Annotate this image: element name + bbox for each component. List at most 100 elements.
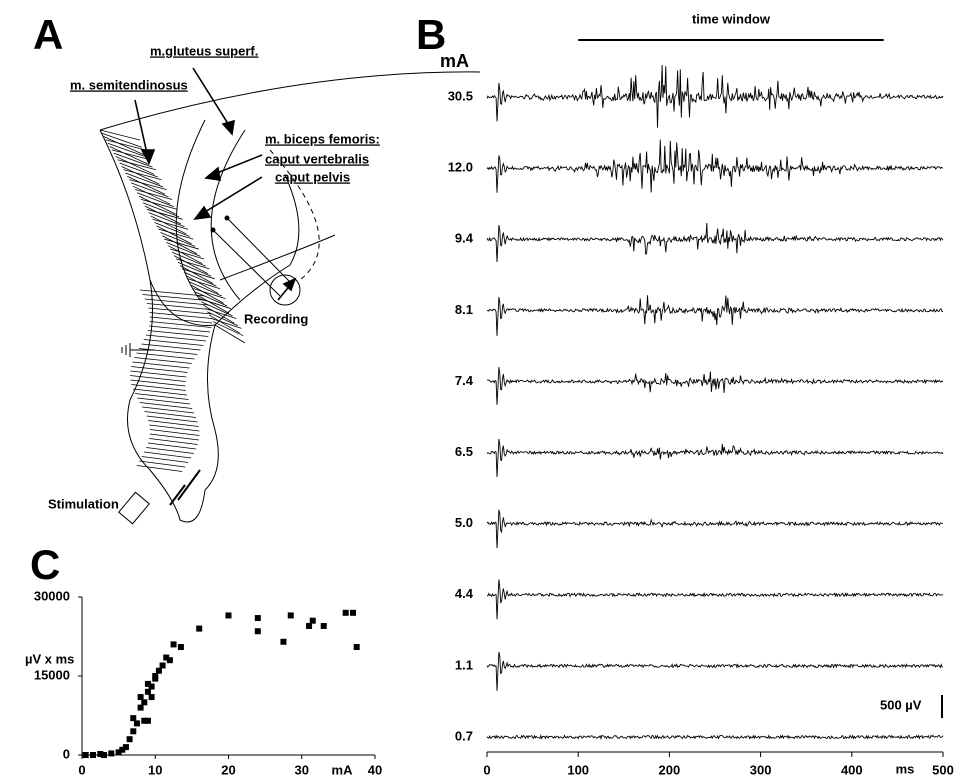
muscle-label: m.gluteus superf. — [150, 43, 258, 58]
hatch-line — [189, 281, 223, 297]
hatch-line — [111, 149, 151, 161]
intensity-label: 12.0 — [448, 160, 473, 175]
scatter-point — [144, 717, 151, 724]
hatch-line — [143, 339, 204, 346]
x-tick-label: 0 — [483, 762, 490, 777]
hatch-line — [193, 288, 226, 300]
scatter-point — [163, 654, 170, 661]
hatch-line — [183, 271, 217, 287]
y-tick-label: 30000 — [34, 588, 70, 603]
hatch-line — [145, 334, 207, 342]
hatch-line — [144, 298, 209, 306]
intensity-label: 8.1 — [455, 302, 473, 317]
scatter-point — [108, 750, 115, 757]
emg-trace — [486, 509, 943, 549]
pointer-arrows — [134, 67, 297, 301]
hatch-line — [160, 232, 196, 247]
hatch-line — [142, 406, 195, 414]
scatter-point — [100, 752, 107, 758]
scatter-point — [148, 683, 155, 690]
muscle-label: Stimulation — [48, 496, 119, 511]
intensity-label: 0.7 — [455, 728, 473, 743]
intensity-label: 9.4 — [455, 231, 474, 246]
hatch-line — [181, 268, 215, 280]
scatter-point — [119, 746, 126, 753]
hatch-line — [158, 228, 194, 240]
hatch-line — [208, 314, 240, 334]
hatch-line — [146, 415, 198, 423]
hatch-line — [173, 255, 208, 274]
hatch-line — [147, 442, 197, 450]
y-tick-label: 0 — [63, 746, 70, 761]
intensity-label: 5.0 — [455, 515, 473, 530]
hatch-line — [166, 242, 201, 257]
emg-trace — [486, 734, 944, 740]
emg-trace — [487, 579, 944, 620]
hatch-line — [136, 192, 174, 208]
scatter-point — [320, 622, 327, 629]
scatter-point — [280, 638, 287, 645]
scatter-point — [115, 749, 122, 756]
y-axis-label: mA — [440, 51, 469, 71]
hatch-line — [207, 311, 239, 327]
hatch-line — [175, 258, 210, 270]
hatch-line — [149, 429, 200, 436]
muscle-label: m. semitendinosus — [70, 77, 188, 92]
hatch-line — [113, 152, 153, 168]
hatch-line — [99, 129, 141, 141]
hatch-line — [134, 393, 189, 400]
hatch-line — [148, 212, 185, 227]
hatch-line — [129, 179, 167, 190]
x-tick-label: 10 — [148, 762, 162, 777]
y-tick-label: 15000 — [34, 667, 70, 682]
scatter-point — [196, 625, 203, 632]
scatter-point — [353, 644, 360, 651]
hatch-line — [150, 215, 187, 235]
hatch-line — [185, 275, 219, 294]
scatter-point — [97, 750, 104, 757]
hatch-line — [107, 142, 148, 158]
x-tick-label: 200 — [659, 762, 681, 777]
emg-trace — [486, 367, 944, 405]
x-tick-label: 300 — [750, 762, 772, 777]
hatch-line — [103, 136, 144, 155]
panel-letter: A — [33, 11, 63, 58]
intensity-label: 6.5 — [455, 444, 473, 459]
scatter-point — [306, 622, 313, 629]
hatch-line — [205, 308, 237, 319]
hatch-line — [142, 294, 208, 301]
scatter-point — [122, 744, 129, 751]
hatch-line — [214, 324, 246, 344]
hatch-line — [136, 465, 183, 472]
scatter-point — [287, 612, 294, 619]
intensity-label: 7.4 — [455, 373, 474, 388]
hatch-line — [105, 139, 146, 151]
scatter-point — [254, 615, 261, 622]
scatter-point — [144, 680, 151, 687]
hatch-line — [117, 159, 157, 171]
hatch-line — [168, 245, 203, 265]
intensity-label: 30.5 — [448, 88, 473, 103]
hatch-line — [201, 301, 233, 317]
hatch-line — [177, 261, 212, 277]
hatch-line — [146, 303, 211, 310]
scatter-point — [225, 612, 232, 619]
hatch-line — [132, 388, 187, 396]
hatch-line — [138, 348, 198, 355]
muscle-label: Recording — [244, 311, 308, 326]
hatch-line — [149, 321, 212, 328]
hatch-line — [144, 411, 197, 418]
x-tick-label: 100 — [567, 762, 589, 777]
hatch-line — [179, 265, 214, 284]
intensity-label: 1.1 — [455, 657, 473, 672]
hatch-line — [134, 357, 192, 364]
panel-letter: B — [416, 11, 446, 58]
scatter-point — [148, 694, 155, 701]
x-tick-label: 20 — [221, 762, 235, 777]
hatch-line — [132, 361, 190, 369]
hatch-line — [129, 375, 186, 382]
hatch-line — [139, 289, 206, 297]
hatch-line — [101, 132, 142, 148]
hatch-line — [156, 225, 192, 245]
hatch-line — [125, 172, 164, 188]
